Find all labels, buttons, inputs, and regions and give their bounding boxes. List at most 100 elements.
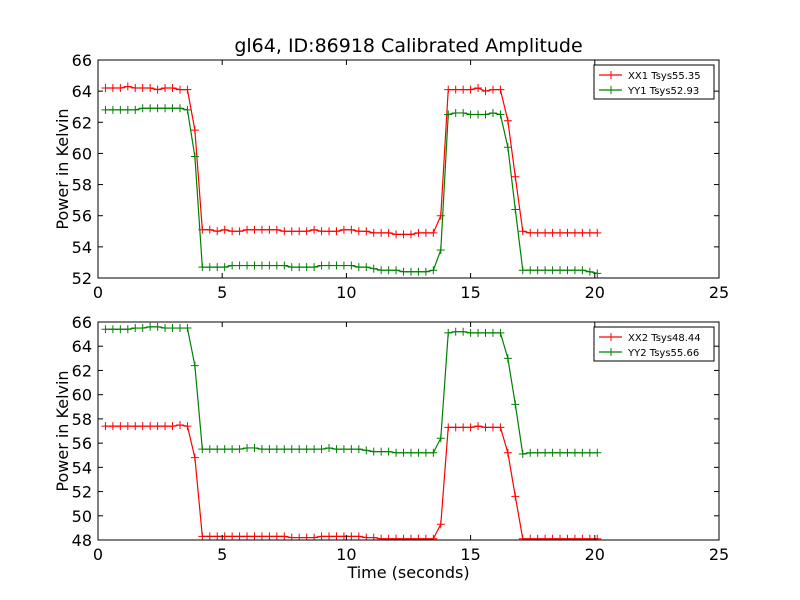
data-point — [503, 116, 512, 125]
data-point — [406, 230, 415, 239]
data-point — [593, 448, 602, 457]
y-tick-label: 48 — [72, 531, 92, 550]
data-point — [295, 445, 304, 454]
y-tick-label: 54 — [72, 458, 92, 477]
data-point — [131, 422, 140, 431]
data-point — [272, 532, 281, 540]
y-tick-label: 60 — [72, 144, 92, 163]
data-point — [287, 227, 296, 236]
data-point — [123, 82, 132, 91]
data-point — [459, 108, 468, 117]
legend-frame — [593, 326, 715, 362]
data-point — [101, 105, 110, 114]
data-point — [354, 227, 363, 236]
data-point — [541, 228, 550, 237]
data-point — [317, 445, 326, 454]
data-point — [533, 228, 542, 237]
x-tick-label: 10 — [336, 283, 356, 302]
data-point — [466, 85, 475, 94]
data-point — [399, 267, 408, 276]
data-point — [213, 263, 222, 272]
data-point — [302, 227, 311, 236]
y-tick-label: 64 — [72, 337, 92, 356]
chart-title: gl64, ID:86918 Calibrated Amplitude — [234, 35, 582, 57]
data-point — [518, 227, 527, 236]
data-point — [563, 266, 572, 275]
y-tick-label: 52 — [72, 483, 92, 502]
data-point — [511, 172, 520, 181]
data-point — [384, 228, 393, 237]
data-point — [332, 445, 341, 454]
data-point — [257, 532, 266, 540]
data-point — [175, 324, 184, 333]
data-point — [429, 266, 438, 275]
data-point — [287, 533, 296, 540]
data-point — [377, 447, 386, 456]
data-point — [220, 225, 229, 234]
data-point — [250, 261, 259, 270]
legend-frame — [593, 64, 715, 100]
data-point — [392, 230, 401, 239]
data-point — [339, 225, 348, 234]
data-point — [414, 267, 423, 276]
data-point — [101, 84, 110, 93]
data-point — [459, 327, 468, 336]
data-point — [474, 84, 483, 93]
data-point — [570, 534, 579, 540]
data-point — [265, 445, 274, 454]
data-point — [444, 110, 453, 119]
data-point — [228, 261, 237, 270]
data-point — [302, 263, 311, 272]
data-point — [548, 228, 557, 237]
data-point — [585, 267, 594, 276]
y-tick-label: 62 — [72, 113, 92, 132]
data-point — [250, 443, 259, 452]
data-point — [183, 324, 192, 333]
data-point — [466, 110, 475, 119]
data-point — [526, 266, 535, 275]
data-point — [354, 532, 363, 540]
y-tick-label: 66 — [72, 313, 92, 332]
data-point — [451, 108, 460, 117]
data-point — [459, 85, 468, 94]
data-point — [414, 448, 423, 457]
data-point — [287, 445, 296, 454]
data-point — [108, 105, 117, 114]
data-point — [332, 227, 341, 236]
legend-entry-label: XX1 Tsys55.35 — [628, 71, 701, 82]
legend: XX1 Tsys55.35 YY1 Tsys52.93 — [593, 64, 715, 100]
data-point — [399, 534, 408, 540]
data-point — [123, 422, 132, 431]
data-point — [168, 104, 177, 113]
data-point — [280, 532, 289, 540]
data-point — [436, 211, 445, 220]
data-point — [511, 205, 520, 214]
data-point — [511, 492, 520, 501]
data-point — [101, 325, 110, 334]
data-point — [272, 225, 281, 234]
data-point — [377, 228, 386, 237]
y-tick-label: 56 — [72, 207, 92, 226]
data-point — [556, 266, 565, 275]
data-point — [153, 322, 162, 331]
data-point — [369, 264, 378, 273]
data-point — [362, 227, 371, 236]
data-point — [392, 266, 401, 275]
x-tick-label: 15 — [460, 283, 480, 302]
data-point — [362, 533, 371, 540]
data-point — [436, 520, 445, 529]
y-tick-label: 52 — [72, 269, 92, 288]
data-point — [153, 85, 162, 94]
data-point — [198, 532, 207, 540]
data-point — [369, 533, 378, 540]
data-point — [406, 267, 415, 276]
data-point — [116, 105, 125, 114]
data-point — [503, 448, 512, 457]
data-point — [384, 266, 393, 275]
data-point — [310, 533, 319, 540]
legend-marker — [607, 333, 615, 341]
data-point — [280, 445, 289, 454]
data-point — [101, 422, 110, 431]
x-tick-label: 0 — [93, 283, 103, 302]
